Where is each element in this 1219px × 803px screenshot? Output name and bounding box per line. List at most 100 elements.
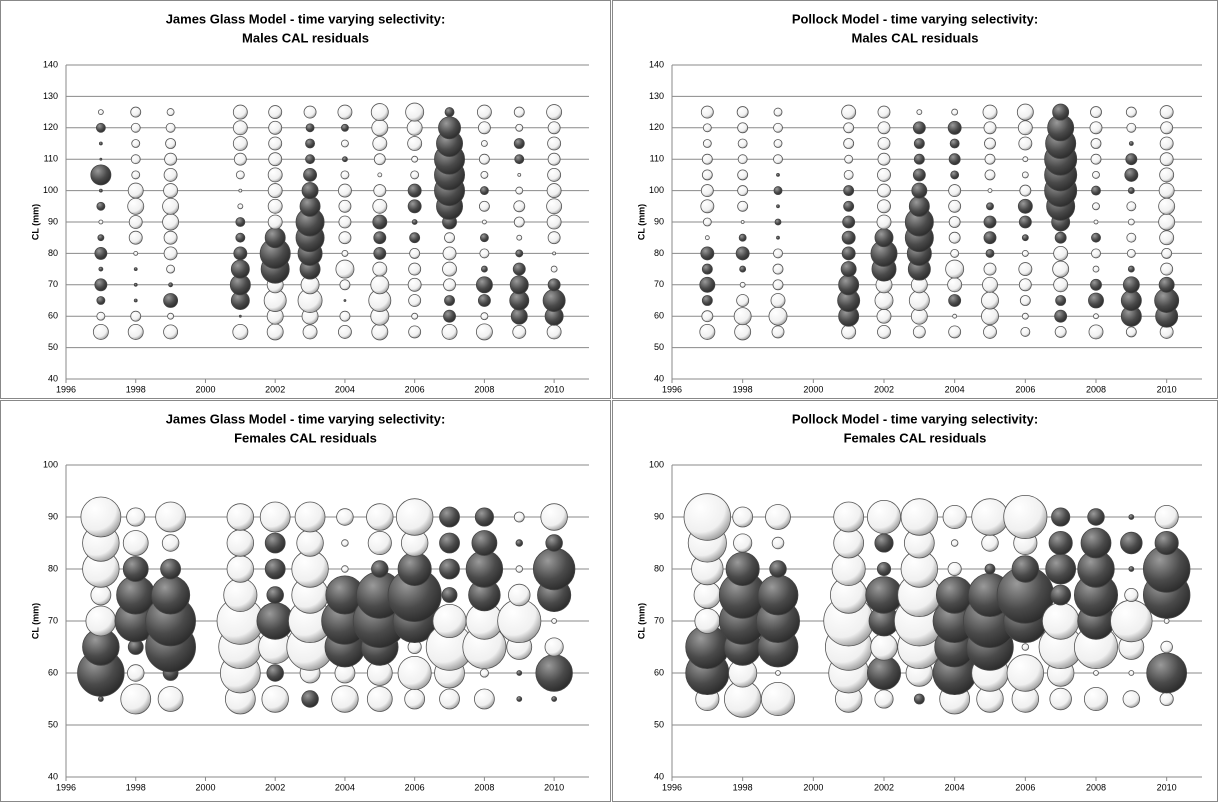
negative-bubble — [1021, 249, 1029, 257]
positive-bubble — [475, 276, 493, 294]
negative-bubble — [474, 688, 495, 710]
negative-bubble — [266, 323, 284, 341]
negative-bubble — [942, 504, 967, 530]
negative-bubble — [1092, 265, 1100, 273]
negative-bubble — [773, 122, 783, 133]
positive-bubble — [235, 232, 246, 243]
negative-bubble — [1021, 312, 1029, 320]
positive-bubble — [465, 550, 504, 588]
chart-subtitle: Females CAL residuals — [844, 430, 987, 445]
negative-bubble — [1127, 218, 1135, 226]
negative-bubble — [477, 121, 491, 135]
negative-bubble — [1159, 691, 1174, 707]
positive-bubble — [532, 547, 576, 591]
positive-bubble — [542, 289, 566, 312]
negative-bubble — [162, 197, 180, 215]
x-tick-label: 2010 — [544, 384, 564, 394]
negative-bubble — [1053, 245, 1069, 261]
positive-bubble — [305, 138, 315, 149]
negative-bubble — [1159, 167, 1175, 183]
negative-bubble — [515, 123, 524, 132]
negative-bubble — [1090, 138, 1102, 149]
positive-bubble — [1127, 265, 1135, 273]
negative-bubble — [406, 119, 423, 136]
positive-bubble — [948, 294, 962, 307]
negative-bubble — [226, 529, 255, 557]
negative-bubble — [1124, 587, 1139, 603]
negative-bubble — [513, 216, 525, 228]
positive-bubble — [908, 195, 930, 217]
y-tick-label: 60 — [654, 311, 664, 321]
x-tick-label: 2000 — [195, 384, 215, 394]
positive-bubble — [303, 167, 317, 182]
negative-bubble — [947, 561, 962, 577]
negative-bubble — [339, 279, 351, 291]
negative-bubble — [163, 183, 179, 199]
negative-bubble — [407, 277, 422, 292]
positive-bubble — [133, 267, 138, 272]
negative-bubble — [517, 172, 522, 177]
negative-bubble — [773, 139, 783, 148]
negative-bubble — [335, 259, 355, 279]
positive-bubble — [840, 261, 857, 278]
negative-bubble — [163, 324, 179, 340]
x-tick-label: 2008 — [1086, 782, 1106, 792]
positive-bubble — [305, 154, 315, 165]
chart-title: James Glass Model - time varying selecti… — [166, 11, 446, 26]
negative-bubble — [547, 121, 561, 135]
negative-bubble — [161, 534, 180, 552]
negative-bubble — [912, 325, 926, 339]
negative-bubble — [844, 154, 854, 164]
positive-bubble — [95, 122, 106, 133]
negative-bubble — [981, 291, 999, 310]
negative-bubble — [1021, 171, 1029, 179]
negative-bubble — [546, 183, 562, 199]
y-tick-label: 100 — [43, 459, 58, 469]
negative-bubble — [127, 323, 144, 340]
negative-bubble — [476, 104, 492, 120]
negative-bubble — [699, 323, 716, 340]
positive-bubble — [984, 563, 996, 575]
negative-bubble — [1158, 182, 1175, 199]
positive-bubble — [163, 293, 179, 308]
negative-bubble — [877, 199, 891, 214]
positive-bubble — [264, 532, 286, 554]
positive-bubble — [739, 265, 747, 273]
y-tick-label: 80 — [48, 563, 58, 573]
x-tick-label: 1998 — [126, 384, 146, 394]
negative-bubble — [479, 668, 489, 678]
negative-bubble — [866, 499, 902, 535]
negative-bubble — [157, 686, 184, 712]
positive-bubble — [1080, 527, 1112, 559]
y-tick-label: 100 — [649, 185, 664, 195]
positive-bubble — [1128, 566, 1135, 572]
positive-bubble — [411, 219, 418, 225]
negative-bubble — [235, 170, 245, 180]
negative-bubble — [1158, 213, 1176, 231]
negative-bubble — [439, 688, 460, 710]
positive-bubble — [1125, 153, 1138, 166]
negative-bubble — [122, 530, 149, 556]
positive-bubble — [913, 693, 925, 705]
negative-bubble — [772, 263, 784, 275]
negative-bubble — [268, 152, 283, 167]
negative-bubble — [128, 230, 143, 245]
negative-bubble — [408, 325, 422, 339]
y-tick-label: 60 — [48, 667, 58, 677]
positive-bubble — [266, 586, 284, 604]
positive-bubble — [1091, 185, 1101, 196]
negative-bubble — [120, 683, 152, 715]
positive-bubble — [97, 234, 105, 242]
negative-bubble — [983, 262, 997, 276]
negative-bubble — [410, 170, 420, 180]
negative-bubble — [833, 527, 865, 559]
negative-bubble — [683, 493, 732, 541]
negative-bubble — [950, 248, 960, 258]
negative-bubble — [843, 169, 854, 180]
negative-bubble — [232, 323, 249, 340]
x-tick-label: 2004 — [945, 782, 965, 792]
negative-bubble — [1016, 103, 1034, 121]
negative-bubble — [166, 108, 175, 117]
x-tick-label: 1996 — [56, 782, 76, 792]
negative-bubble — [331, 685, 359, 713]
